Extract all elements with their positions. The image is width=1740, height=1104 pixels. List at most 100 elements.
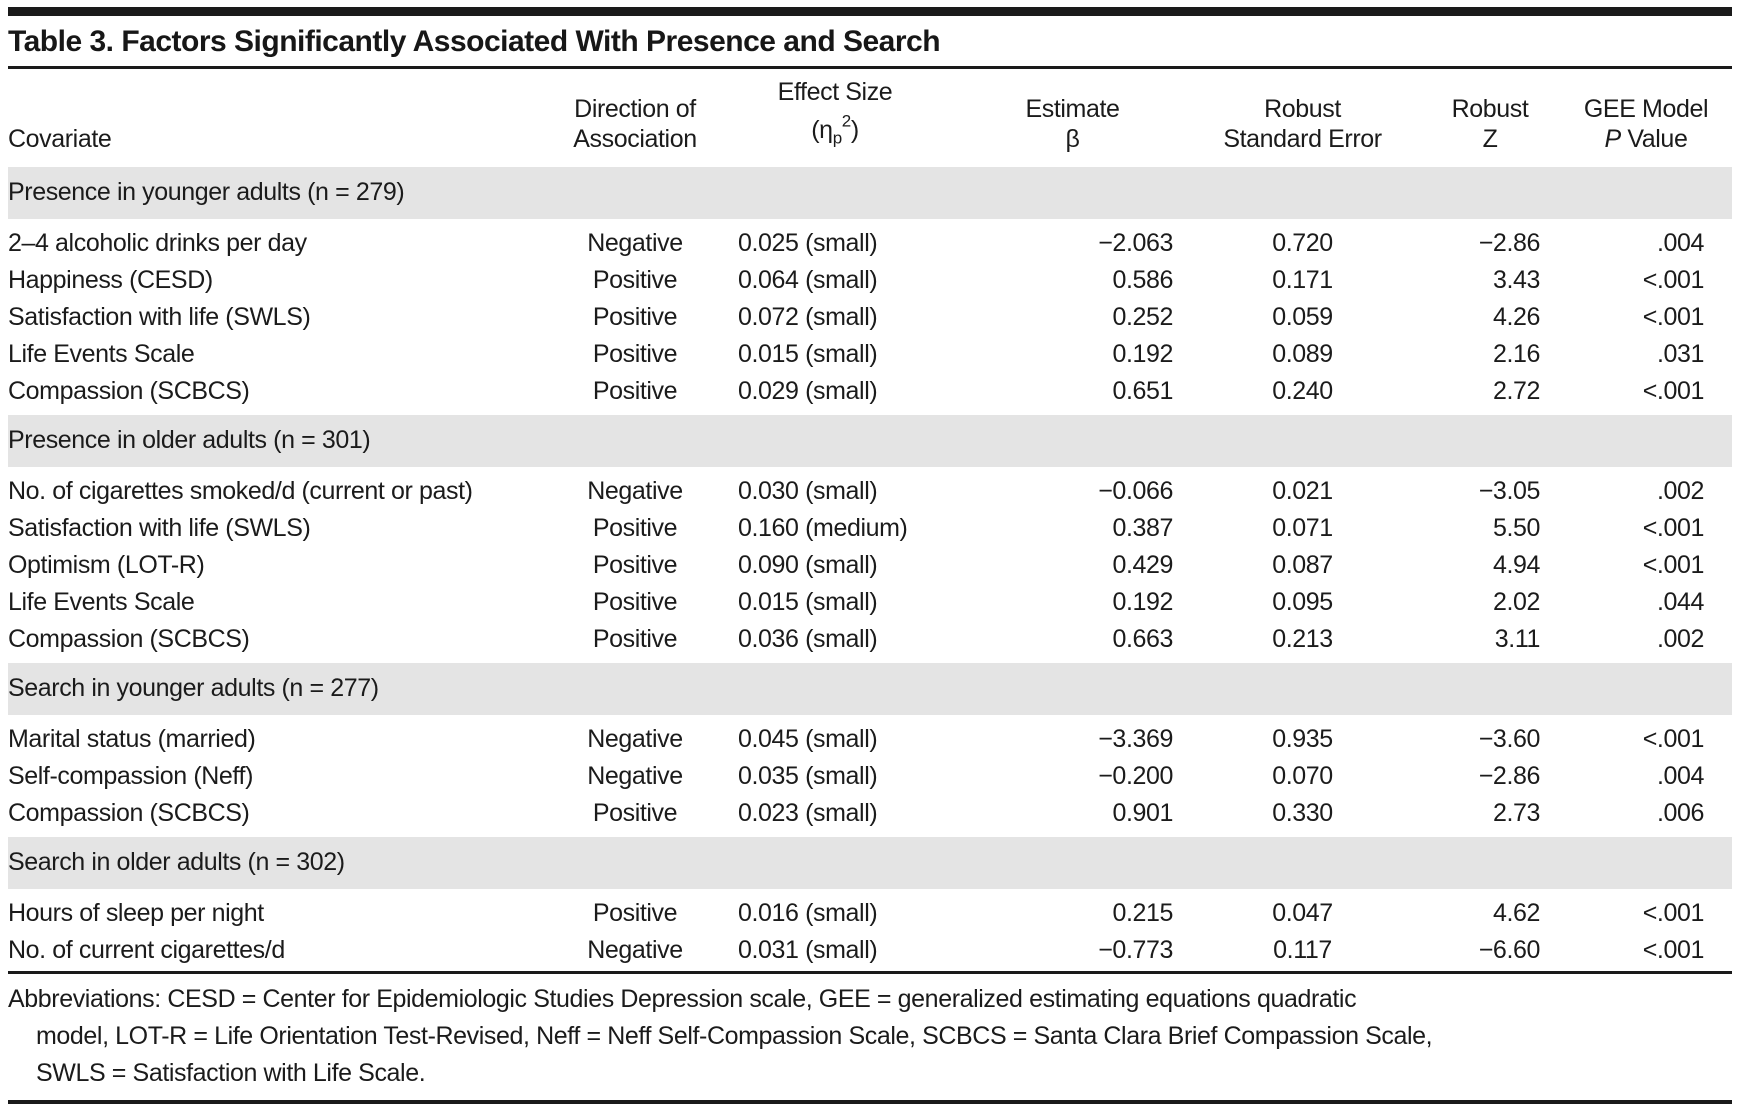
- robust-se-cell: 0.047: [1272, 898, 1333, 927]
- col-header-p-line1: GEE Model: [1583, 94, 1709, 123]
- direction-cell: Negative: [587, 724, 683, 753]
- effect-size-cell: 0.064 (small): [738, 265, 878, 294]
- direction-cell: Positive: [592, 587, 678, 616]
- robust-z-cell: −2.86: [1478, 228, 1541, 257]
- col-header-robust-z-line1: Robust: [1451, 94, 1529, 123]
- robust-z-cell: −3.05: [1478, 476, 1541, 505]
- footnote-line: Abbreviations: CESD = Center for Epidemi…: [8, 984, 1357, 1013]
- covariate-cell: Life Events Scale: [8, 339, 195, 368]
- section-header: Presence in younger adults (n = 279): [8, 161, 1732, 225]
- covariate-cell: Hours of sleep per night: [8, 898, 264, 927]
- robust-z-cell: 4.94: [1492, 550, 1540, 579]
- robust-z-cell: 2.16: [1492, 339, 1540, 368]
- robust-z-cell: 3.11: [1494, 624, 1541, 653]
- col-header-estimate-line1: Estimate: [1025, 94, 1120, 123]
- robust-se-cell: 0.117: [1273, 935, 1332, 964]
- estimate-cell: 0.586: [1112, 265, 1173, 294]
- covariate-cell: No. of cigarettes smoked/d (current or p…: [8, 476, 473, 505]
- footnote-line: model, LOT-R = Life Orientation Test-Rev…: [36, 1021, 1433, 1050]
- p-value-cell: .031: [1656, 339, 1704, 368]
- effect-size-cell: 0.016 (small): [738, 898, 878, 927]
- robust-z-cell: 2.02: [1492, 587, 1540, 616]
- table-body: Presence in younger adults (n = 279) 2–4 …: [8, 161, 1732, 969]
- effect-size-cell: 0.030 (small): [738, 476, 878, 505]
- p-value-cell: <.001: [1642, 513, 1705, 542]
- covariate-cell: Compassion (SCBCS): [8, 376, 250, 405]
- col-header-robust-se: Robust Standard Error: [1185, 69, 1420, 166]
- p-value-cell: <.001: [1642, 724, 1705, 753]
- table-row: Compassion (SCBCS) Positive 0.029 (small) 0…: [8, 373, 1732, 413]
- direction-cell: Positive: [592, 339, 678, 368]
- table-row: Marital status (married) Negative 0.045 (s…: [8, 718, 1732, 758]
- col-header-effect-line1: Effect Size: [777, 78, 893, 106]
- table-row: No. of current cigarettes/d Negative 0.031…: [8, 932, 1732, 969]
- estimate-cell: −0.066: [1098, 476, 1173, 505]
- table-row: Hours of sleep per night Positive 0.016 (s…: [8, 892, 1732, 932]
- covariate-cell: Satisfaction with life (SWLS): [8, 513, 311, 542]
- title-rule: [8, 66, 1732, 69]
- robust-z-cell: 4.26: [1492, 302, 1540, 331]
- table-row: Compassion (SCBCS) Positive 0.023 (small) 0…: [8, 795, 1732, 835]
- robust-z-cell: −2.86: [1478, 761, 1541, 790]
- estimate-cell: −3.369: [1098, 724, 1173, 753]
- table-row: Satisfaction with life (SWLS) Positive 0.1…: [8, 510, 1732, 547]
- bottom-rule: [8, 1099, 1732, 1104]
- estimate-cell: 0.387: [1112, 513, 1173, 542]
- direction-cell: Positive: [592, 302, 678, 331]
- p-value-cell: .004: [1656, 761, 1704, 790]
- table-header: Covariate Direction of Association Effec…: [8, 69, 1732, 166]
- p-value-cell: .006: [1656, 798, 1704, 827]
- effect-size-cell: 0.045 (small): [738, 724, 878, 753]
- estimate-cell: 0.663: [1112, 624, 1173, 653]
- estimate-cell: −0.200: [1098, 761, 1173, 790]
- table-row: 2–4 alcoholic drinks per day Negative 0.02…: [8, 222, 1732, 262]
- p-value-cell: .004: [1656, 228, 1704, 257]
- robust-z-cell: 2.73: [1492, 798, 1540, 827]
- col-header-direction-line1: Direction of: [574, 94, 696, 123]
- effect-size-cell: 0.023 (small): [738, 798, 878, 827]
- robust-z-cell: 3.43: [1492, 265, 1540, 294]
- robust-se-cell: 0.171: [1272, 265, 1333, 294]
- abbreviations-footnote: Abbreviations: CESD = Center for Epidemi…: [8, 974, 1732, 1100]
- p-value-cell: <.001: [1642, 265, 1705, 294]
- p-value-cell: .002: [1656, 624, 1704, 653]
- table-row: Optimism (LOT-R) Positive 0.090 (small) 0.4…: [8, 547, 1732, 584]
- col-header-robust-z: Robust Z: [1420, 69, 1560, 166]
- covariate-cell: Happiness (CESD): [8, 265, 213, 294]
- direction-cell: Negative: [587, 761, 683, 790]
- covariate-cell: No. of current cigarettes/d: [8, 935, 285, 964]
- robust-se-cell: 0.935: [1272, 724, 1333, 753]
- estimate-cell: 0.429: [1112, 550, 1173, 579]
- effect-size-cell: 0.015 (small): [738, 587, 878, 616]
- effect-size-cell: 0.072 (small): [738, 302, 878, 331]
- robust-se-cell: 0.720: [1272, 228, 1333, 257]
- col-header-effect-size: Effect Size (ηp2): [710, 69, 960, 166]
- table-figure: Table 3. Factors Significantly Associate…: [0, 7, 1740, 1104]
- col-header-robust-z-line2: Z: [1482, 124, 1498, 153]
- robust-se-cell: 0.095: [1272, 587, 1333, 616]
- p-value-cell: <.001: [1642, 302, 1705, 331]
- direction-cell: Positive: [592, 898, 678, 927]
- robust-se-cell: 0.070: [1272, 761, 1333, 790]
- direction-cell: Negative: [587, 476, 683, 505]
- robust-z-cell: 4.62: [1492, 898, 1540, 927]
- table-row: Compassion (SCBCS) Positive 0.036 (small) 0…: [8, 621, 1732, 661]
- robust-z-cell: 2.72: [1492, 376, 1540, 405]
- footnote-rule: [8, 970, 1732, 974]
- section-header-row: Presence in older adults (n = 301): [8, 409, 1732, 473]
- table-title: Table 3. Factors Significantly Associate…: [8, 25, 941, 58]
- col-header-effect-line2: (ηp2): [811, 112, 859, 148]
- col-header-direction: Direction of Association: [560, 69, 710, 166]
- table-row: Satisfaction with life (SWLS) Positive 0.0…: [8, 299, 1732, 336]
- p-value-cell: <.001: [1642, 550, 1705, 579]
- estimate-cell: 0.651: [1112, 376, 1173, 405]
- estimate-cell: 0.215: [1112, 898, 1173, 927]
- section-header-row: Search in older adults (n = 302): [8, 831, 1732, 895]
- col-header-covariate: Covariate: [8, 69, 560, 166]
- direction-cell: Positive: [592, 798, 678, 827]
- estimate-cell: 0.192: [1112, 587, 1173, 616]
- robust-se-cell: 0.089: [1272, 339, 1333, 368]
- table-row: Life Events Scale Positive 0.015 (small) 0.…: [8, 584, 1732, 621]
- effect-size-cell: 0.025 (small): [738, 228, 878, 257]
- top-rule: [8, 7, 1732, 16]
